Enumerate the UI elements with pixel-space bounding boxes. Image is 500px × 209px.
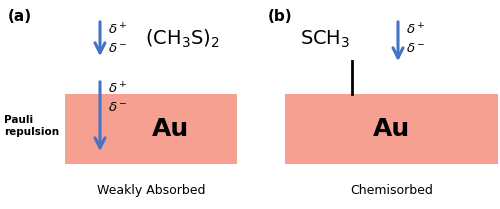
- Text: (CH$_3$S)$_2$: (CH$_3$S)$_2$: [145, 28, 220, 50]
- Text: Chemisorbed: Chemisorbed: [350, 184, 433, 197]
- Text: $\delta^-$: $\delta^-$: [108, 42, 128, 55]
- Text: $\delta^+$: $\delta^+$: [406, 22, 425, 37]
- Text: Weakly Absorbed: Weakly Absorbed: [97, 184, 206, 197]
- Text: Pauli
repulsion: Pauli repulsion: [4, 115, 59, 137]
- Text: SCH$_3$: SCH$_3$: [300, 28, 350, 50]
- Text: $\delta^+$: $\delta^+$: [108, 81, 128, 96]
- Bar: [285, 94, 498, 164]
- Text: (a): (a): [8, 9, 32, 24]
- Text: Au: Au: [152, 117, 190, 141]
- Text: $\delta^-$: $\delta^-$: [108, 101, 128, 114]
- Text: Au: Au: [373, 117, 410, 141]
- Text: $\delta^-$: $\delta^-$: [406, 42, 425, 55]
- Text: $\delta^+$: $\delta^+$: [108, 22, 128, 37]
- Text: (b): (b): [268, 9, 292, 24]
- Bar: [65, 94, 237, 164]
